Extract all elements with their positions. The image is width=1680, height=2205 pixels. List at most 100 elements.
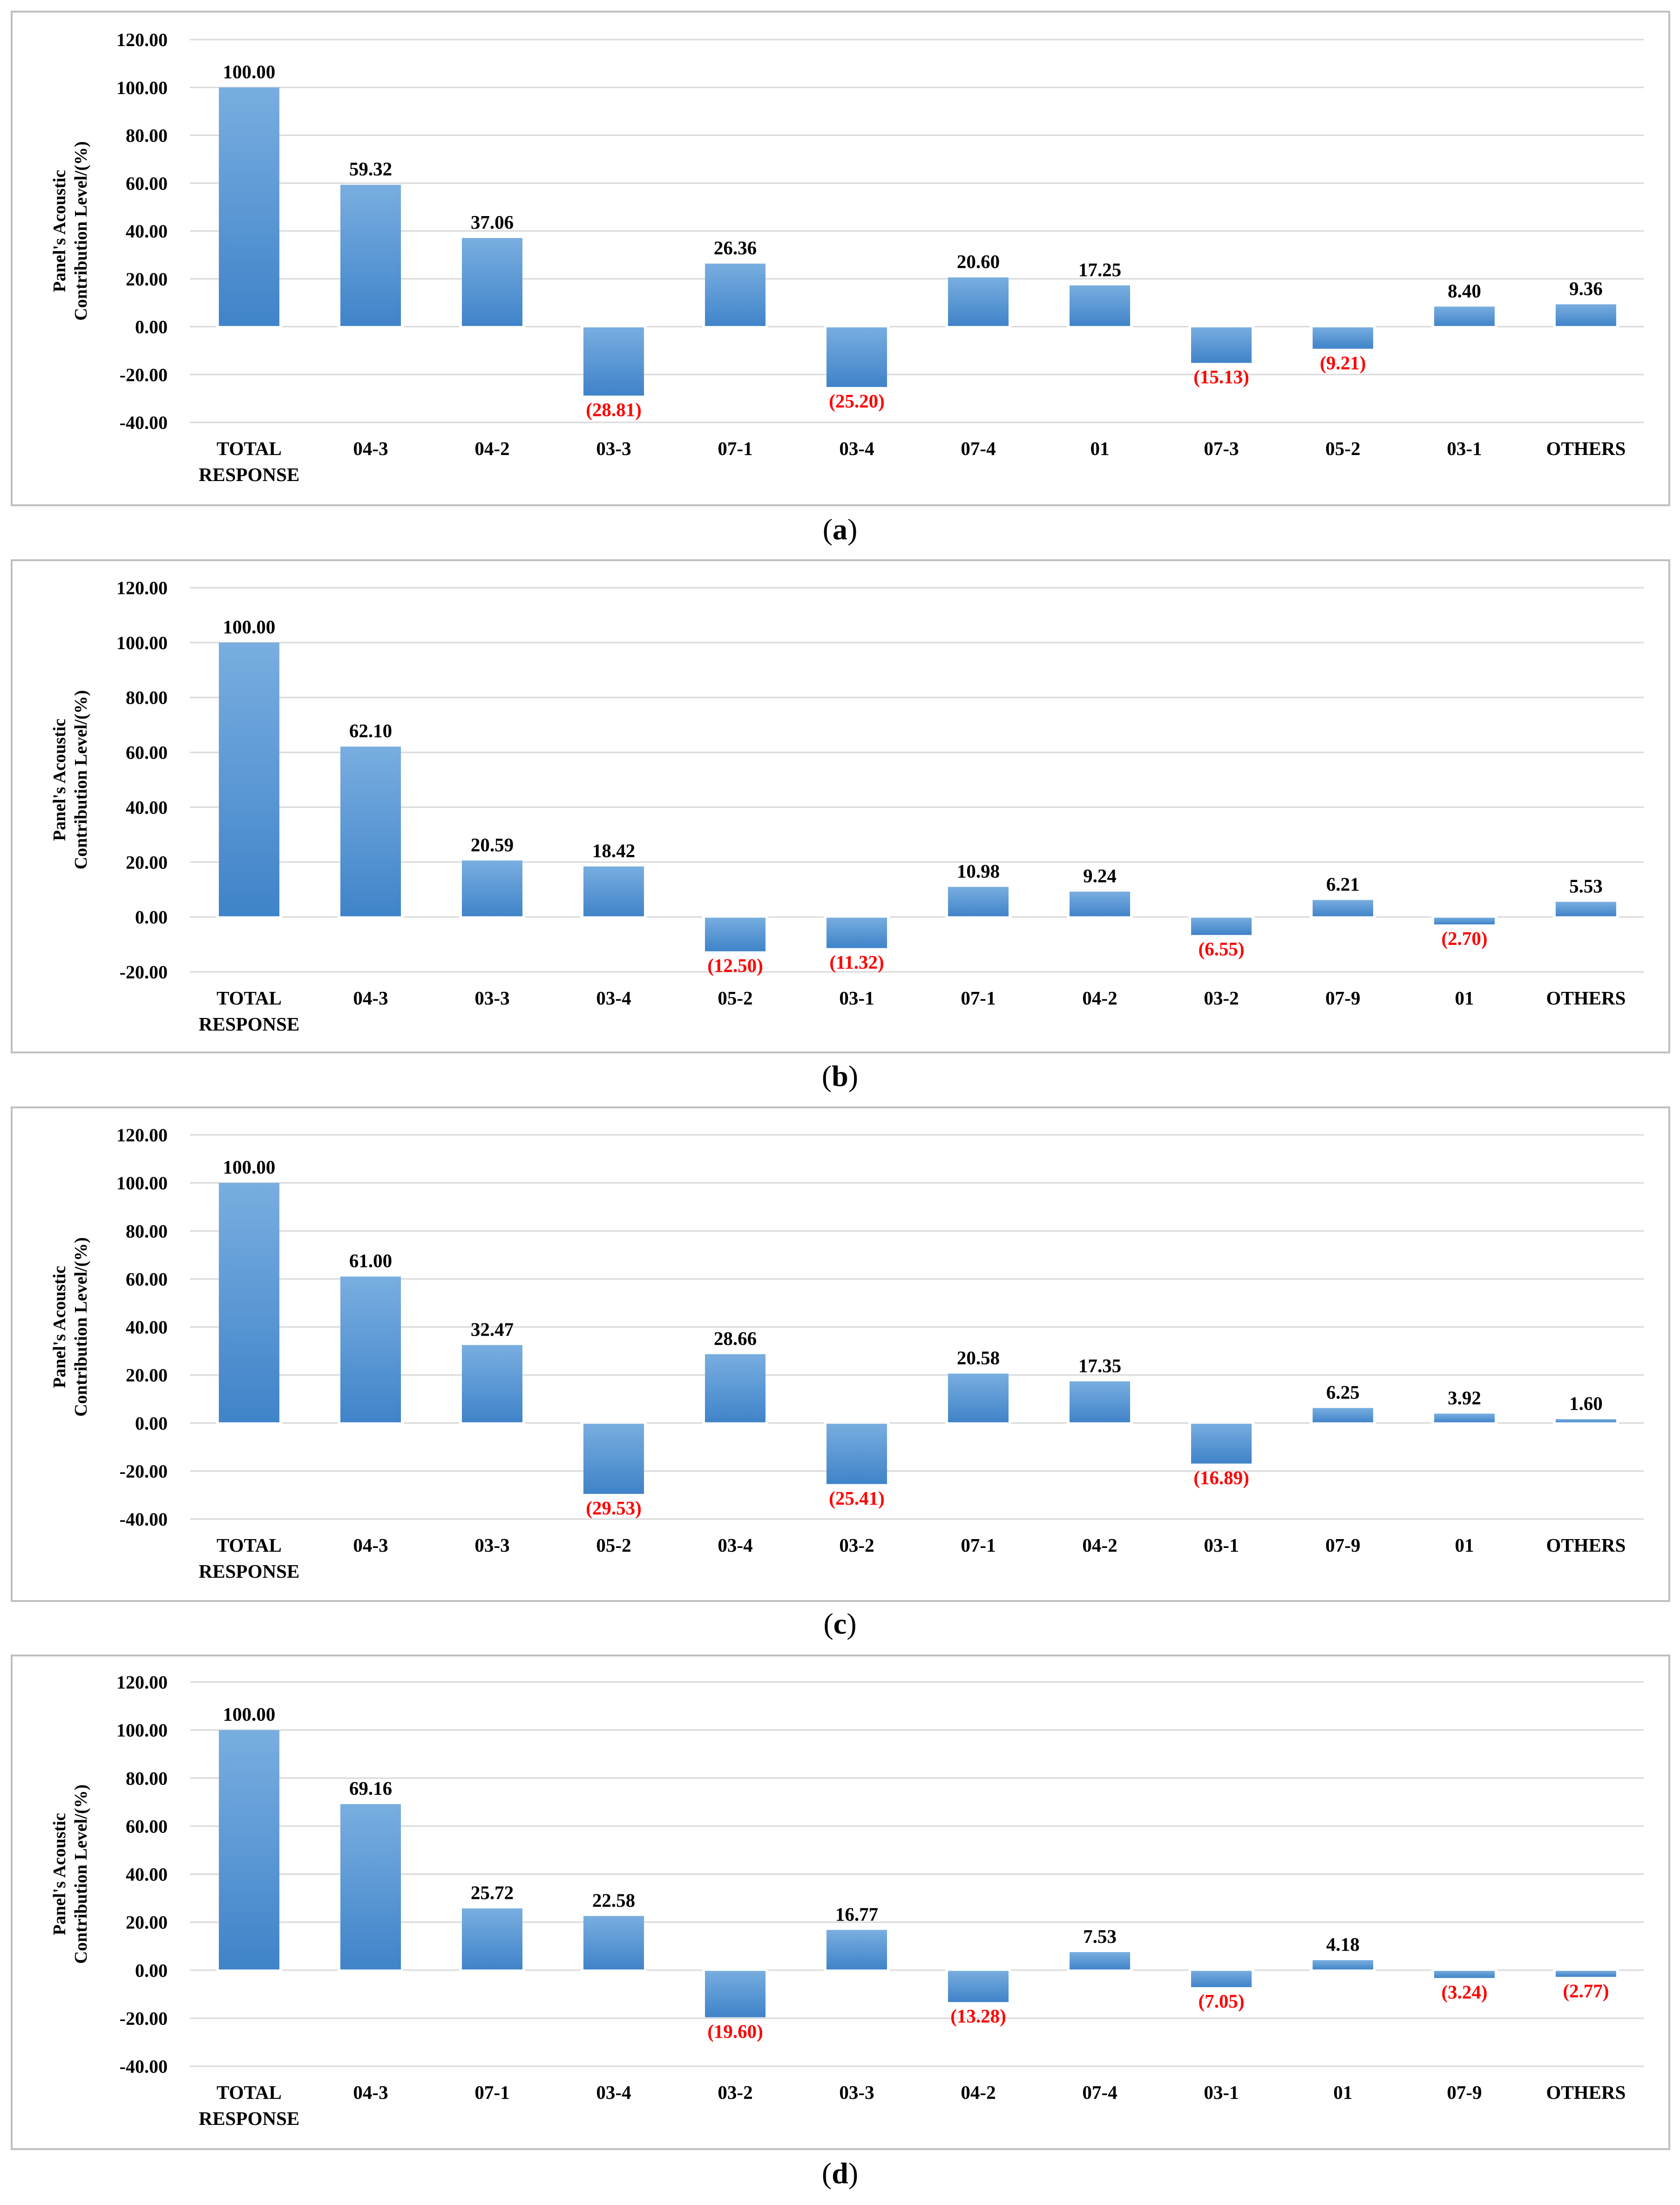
y-tick-label: 120.00 <box>116 577 168 598</box>
category-label: 07-3 <box>1204 438 1239 459</box>
bar <box>948 1970 1009 2002</box>
category-label: TOTAL <box>217 987 282 1009</box>
bar <box>462 1345 522 1423</box>
bar <box>1556 1970 1616 1977</box>
y-axis-title: Panel's Acoustic <box>50 1266 69 1388</box>
category-label: 03-3 <box>839 2082 874 2103</box>
bar <box>583 1423 644 1494</box>
data-label: 17.35 <box>1078 1355 1121 1376</box>
y-tick-label: 0.00 <box>135 1960 168 1981</box>
bar <box>1313 900 1373 917</box>
y-tick-label: 100.00 <box>116 77 168 98</box>
bar <box>1070 891 1130 917</box>
category-label: 03-4 <box>596 987 631 1009</box>
data-label: 20.59 <box>471 834 514 855</box>
data-label: (3.24) <box>1441 1981 1487 2002</box>
data-label: 3.92 <box>1448 1387 1481 1409</box>
bar <box>705 917 765 951</box>
category-label: 01 <box>1334 2082 1353 2103</box>
category-label: RESPONSE <box>199 2108 299 2129</box>
category-label: 01 <box>1455 1534 1474 1556</box>
category-label: 01 <box>1091 438 1110 459</box>
category-label: TOTAL <box>217 438 282 459</box>
data-label: 59.32 <box>349 158 392 180</box>
data-label: (7.05) <box>1198 1990 1244 2012</box>
bar <box>1434 1970 1495 1978</box>
data-label: 26.36 <box>714 237 757 258</box>
data-label: 5.53 <box>1569 875 1603 897</box>
data-label: (19.60) <box>707 2021 763 2042</box>
data-label: 1.60 <box>1569 1393 1603 1414</box>
category-label: 04-3 <box>353 2082 388 2103</box>
category-label: 04-2 <box>474 438 509 459</box>
category-label: TOTAL <box>217 1534 282 1556</box>
category-label: 07-1 <box>718 438 752 459</box>
data-label: (25.41) <box>829 1487 885 1509</box>
y-tick-label: 80.00 <box>126 1768 168 1789</box>
chart-panel-a: 120.00 100.00 80.00 60.00 40.00 20.00 0.00 -20.… <box>11 11 1670 546</box>
category-label: 03-4 <box>596 2082 631 2103</box>
data-label: 37.06 <box>471 211 514 233</box>
data-label: 100.00 <box>223 1703 276 1725</box>
data-label: 9.24 <box>1083 865 1117 887</box>
y-axis-title: Panel's Acoustic <box>50 1813 69 1935</box>
y-axis-title: Panel's Acoustic <box>50 170 69 292</box>
data-label: (13.28) <box>950 2005 1006 2027</box>
bar <box>1556 304 1616 327</box>
bar <box>462 860 522 917</box>
bar <box>1313 1960 1373 1970</box>
y-tick-label: 60.00 <box>126 742 168 763</box>
y-tick-label: 60.00 <box>126 1269 168 1289</box>
data-label: 22.58 <box>592 1889 635 1911</box>
bar <box>1556 1419 1616 1423</box>
bar <box>826 1423 887 1484</box>
y-tick-label: 120.00 <box>116 1672 168 1693</box>
data-label: 8.40 <box>1448 280 1481 301</box>
category-label: 03-1 <box>839 987 874 1009</box>
data-label: 28.66 <box>714 1328 757 1349</box>
category-label: TOTAL <box>217 2082 282 2103</box>
data-label: (6.55) <box>1198 938 1244 960</box>
category-label: 05-2 <box>1325 438 1360 459</box>
panel-caption: (a) <box>823 513 858 546</box>
y-tick-label: 80.00 <box>126 1221 168 1242</box>
category-label: RESPONSE <box>199 464 299 485</box>
bar <box>1191 326 1252 363</box>
bar <box>462 238 522 327</box>
bar <box>219 87 279 327</box>
category-label: 04-2 <box>961 2082 996 2103</box>
data-label: 17.25 <box>1078 259 1121 280</box>
y-tick-label: -20.00 <box>120 364 168 385</box>
y-tick-label: 60.00 <box>126 173 168 194</box>
category-label: 03-3 <box>474 1534 509 1556</box>
data-label: 69.16 <box>349 1778 392 1799</box>
data-label: 25.72 <box>471 1882 514 1903</box>
category-label: 04-3 <box>353 1534 388 1556</box>
data-label: (15.13) <box>1193 366 1249 387</box>
y-tick-label: 20.00 <box>126 1365 168 1386</box>
panel-caption: (d) <box>822 2157 858 2190</box>
category-label: 07-1 <box>961 987 996 1009</box>
data-label: (28.81) <box>586 399 642 421</box>
y-tick-label: -40.00 <box>120 2056 168 2077</box>
bar <box>826 1930 887 1970</box>
data-label: 6.21 <box>1326 874 1360 895</box>
bar <box>1434 1413 1495 1423</box>
bar <box>219 1730 279 1970</box>
category-label: 07-4 <box>961 438 996 459</box>
category-label: 03-1 <box>1204 2082 1239 2103</box>
bar <box>826 917 887 948</box>
category-label: 07-9 <box>1447 2082 1482 2103</box>
category-label: OTHERS <box>1546 1534 1626 1556</box>
bar <box>1434 917 1495 925</box>
category-label: 03-4 <box>718 1534 752 1556</box>
bar <box>1191 917 1252 935</box>
bar <box>340 1804 401 1970</box>
category-label: 04-3 <box>353 987 388 1009</box>
data-label: 10.98 <box>957 860 1000 882</box>
y-tick-label: 20.00 <box>126 852 168 873</box>
data-label: 4.18 <box>1326 1934 1360 1955</box>
bar <box>1191 1423 1252 1464</box>
category-label: 04-2 <box>1082 987 1117 1009</box>
bar <box>1070 1381 1130 1423</box>
